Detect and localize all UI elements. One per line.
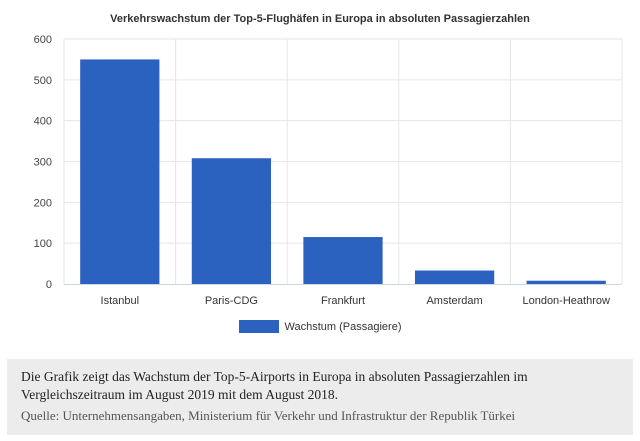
chart-caption: Die Grafik zeigt das Wachstum der Top-5-…	[7, 359, 633, 435]
caption-text: Die Grafik zeigt das Wachstum der Top-5-…	[21, 369, 528, 402]
x-axis-tick-labels: Istanbul Paris-CDG Frankfurt Amsterdam Londo…	[101, 295, 610, 307]
bars	[64, 59, 622, 285]
legend-swatch	[238, 320, 279, 333]
bar-frankfurt[interactable]	[303, 237, 383, 284]
legend-label: Wachstum (Passagiere)	[284, 320, 402, 333]
chart-title: Verkehrswachstum der Top-5-Flughäfen in …	[110, 13, 530, 25]
x-tick-label: Paris-CDG	[205, 295, 258, 307]
y-tick-label: 300	[34, 157, 52, 169]
x-tick-label: Frankfurt	[321, 295, 365, 307]
x-tick-label: Istanbul	[101, 295, 140, 307]
bar-chart: 0 100 200 300 400 500 600 Istanbul Paris-CDG Fra…	[34, 34, 623, 307]
bar-paris-cdg[interactable]	[191, 158, 272, 284]
y-axis-tick-labels: 0 100 200 300 400 500 600	[34, 34, 52, 291]
x-tick-label: Amsterdam	[426, 295, 482, 307]
y-tick-label: 600	[34, 34, 52, 46]
y-tick-label: 200	[34, 197, 52, 209]
x-tick-label: London-Heathrow	[522, 295, 610, 307]
bar-london-heathrow[interactable]	[526, 280, 606, 284]
caption-source: Quelle: Unternehmensangaben, Ministerium…	[21, 408, 516, 423]
y-tick-label: 0	[46, 279, 52, 291]
legend[interactable]: Wachstum (Passagiere)	[0, 320, 640, 333]
y-tick-label: 100	[34, 238, 52, 250]
bar-amsterdam[interactable]	[414, 270, 495, 284]
bar-istanbul[interactable]	[80, 59, 160, 284]
y-tick-label: 500	[34, 75, 52, 87]
y-tick-label: 400	[34, 116, 52, 128]
